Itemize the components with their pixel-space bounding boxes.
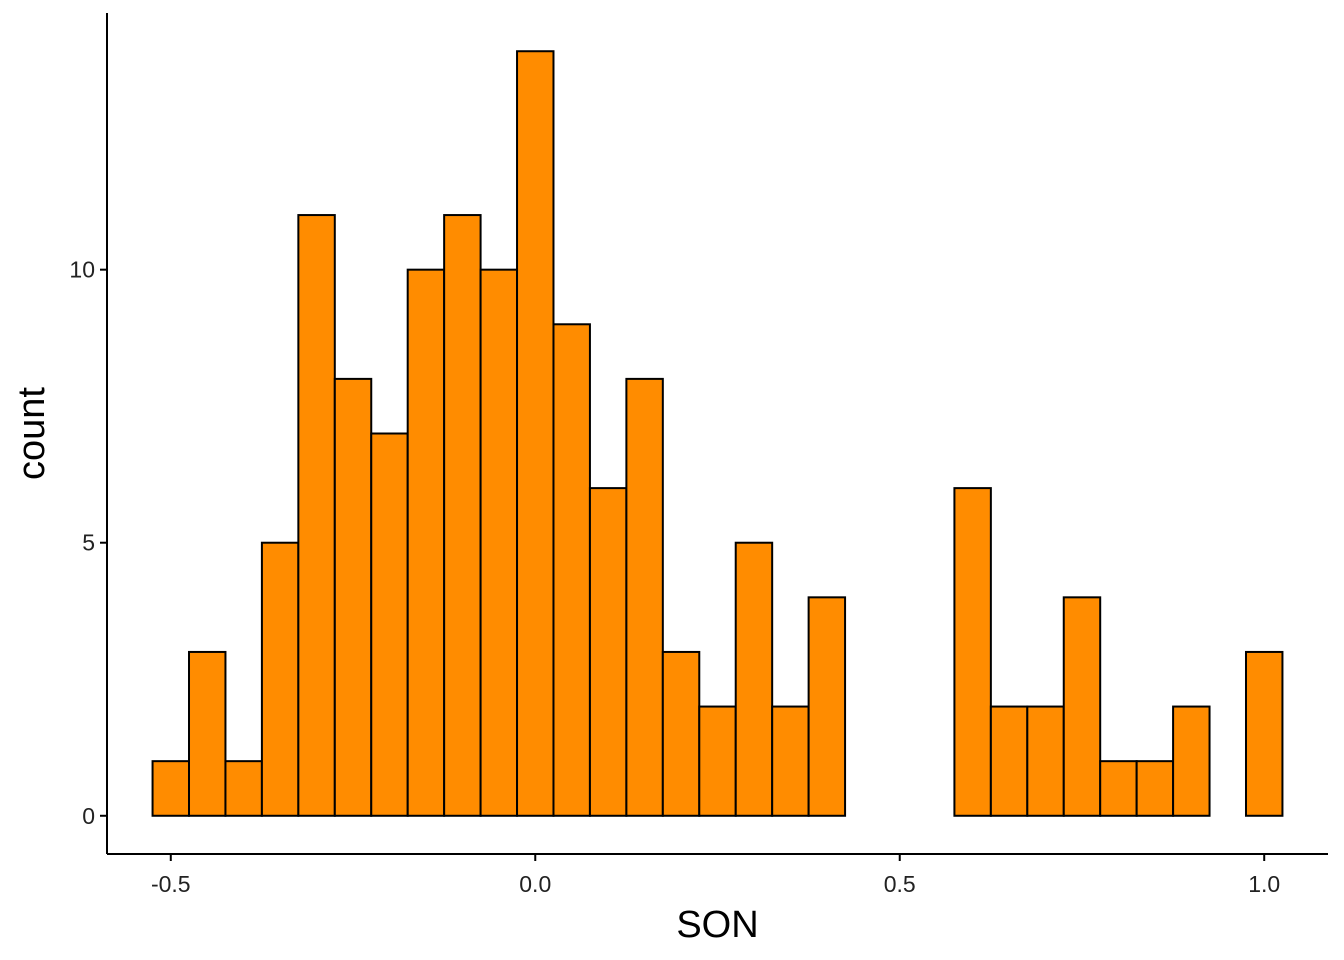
- x-axis-ticks: -0.5 0.0 0.5 1.0: [151, 854, 1280, 897]
- histogram-bar: [406, 268, 446, 817]
- bars-group: [151, 50, 1284, 817]
- y-tick-label: 5: [82, 530, 95, 556]
- histogram-bar: [771, 705, 810, 817]
- histogram-bar: [698, 705, 737, 817]
- histogram-bar: [151, 760, 191, 817]
- histogram-bar: [1172, 705, 1211, 817]
- x-tick-label: 0.0: [519, 871, 551, 897]
- axes-group: [106, 13, 1328, 855]
- x-axis-title: SON: [676, 904, 758, 946]
- y-axis-ticks: 0 5 10: [69, 257, 107, 829]
- histogram-bar: [516, 50, 555, 817]
- histogram-bar: [188, 650, 227, 817]
- y-tick-label: 0: [82, 803, 95, 829]
- histogram-bar: [734, 541, 774, 817]
- histogram-bar: [625, 377, 664, 817]
- histogram-bar: [297, 214, 336, 817]
- histogram-bar: [1244, 650, 1284, 817]
- histogram-bar: [443, 214, 482, 817]
- histogram-bar: [989, 705, 1029, 817]
- x-tick-label: 0.5: [884, 871, 916, 897]
- histogram-bar: [370, 432, 409, 817]
- y-tick-label: 10: [69, 257, 95, 283]
- histogram-bar: [479, 268, 519, 817]
- histogram-bar: [260, 541, 300, 817]
- histogram-bar: [224, 760, 263, 817]
- histogram-bar: [552, 323, 591, 817]
- histogram-bar: [1026, 705, 1065, 817]
- histogram-bar: [661, 650, 701, 817]
- y-axis-title: count: [11, 387, 53, 480]
- x-tick-label: -0.5: [151, 871, 191, 897]
- histogram-bar: [807, 596, 847, 817]
- histogram-bar: [333, 377, 373, 817]
- x-tick-label: 1.0: [1248, 871, 1280, 897]
- histogram-bar: [953, 487, 992, 817]
- histogram-bar: [1135, 760, 1175, 817]
- histogram-bar: [1062, 596, 1102, 817]
- histogram-bar: [1099, 760, 1138, 817]
- histogram-bar: [588, 487, 628, 817]
